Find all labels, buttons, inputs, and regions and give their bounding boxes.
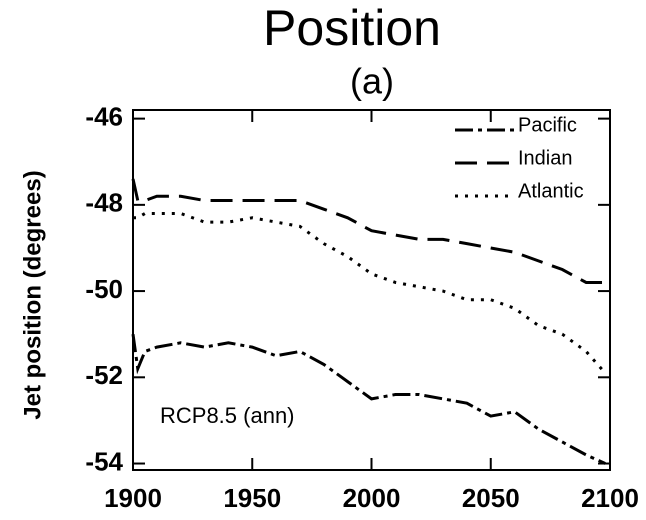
y-tick-label: -48 (85, 188, 123, 218)
y-tick-label: -46 (85, 101, 123, 131)
series-line (131, 178, 606, 284)
y-axis-label: Jet position (degrees) (19, 170, 46, 419)
series-line (131, 333, 606, 465)
x-tick-label: 2050 (462, 483, 520, 513)
x-tick-label: 1950 (223, 483, 281, 513)
legend-label: Atlantic (518, 180, 584, 202)
legend-label: Indian (518, 147, 573, 169)
x-tick-label: 1900 (104, 483, 162, 513)
x-tick-label: 2000 (343, 483, 401, 513)
annotation: RCP8.5 (ann) (160, 403, 295, 428)
chart-subtitle: (a) (350, 61, 394, 102)
y-tick-label: -54 (85, 446, 123, 476)
series-line (133, 211, 607, 374)
x-tick-label: 2100 (581, 483, 639, 513)
y-tick-label: -52 (85, 360, 123, 390)
legend-label: Pacific (518, 114, 577, 136)
y-tick-label: -50 (85, 274, 123, 304)
chart-title: Position (263, 0, 441, 56)
